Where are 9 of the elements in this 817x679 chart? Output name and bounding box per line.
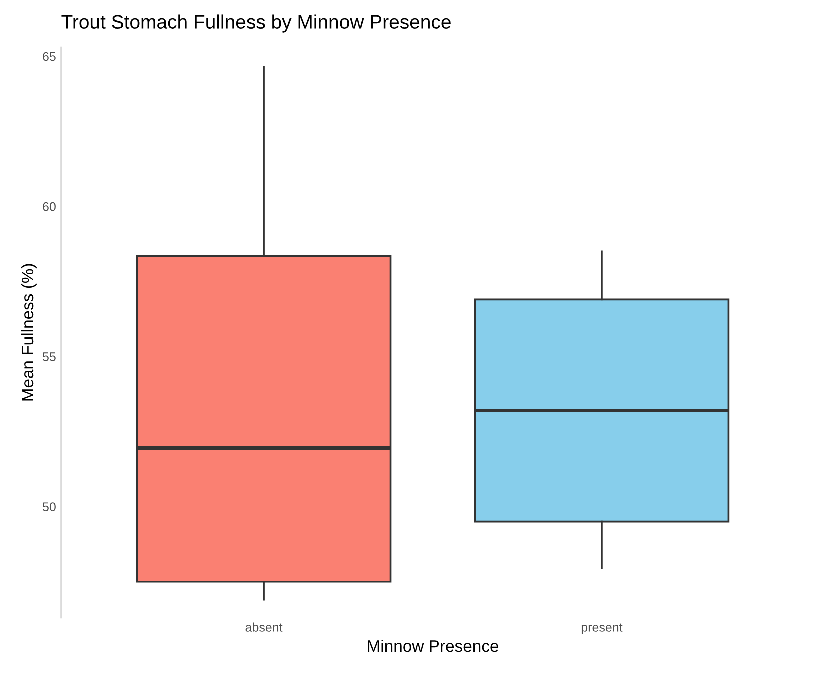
y-tick-label: 65 — [43, 52, 56, 62]
x-tick-label: absent — [246, 622, 283, 632]
x-tick-label: present — [582, 624, 623, 634]
y-tick-label: 50 — [43, 502, 56, 512]
y-tick-label: 60 — [43, 202, 56, 212]
y-axis-title: Mean Fullness (%) — [21, 264, 37, 401]
y-tick-label: 55 — [43, 352, 56, 362]
x-axis-title: Minnow Presence — [368, 640, 499, 652]
chart-title: Trout Stomach Fullness by Minnow Presence — [62, 14, 451, 33]
